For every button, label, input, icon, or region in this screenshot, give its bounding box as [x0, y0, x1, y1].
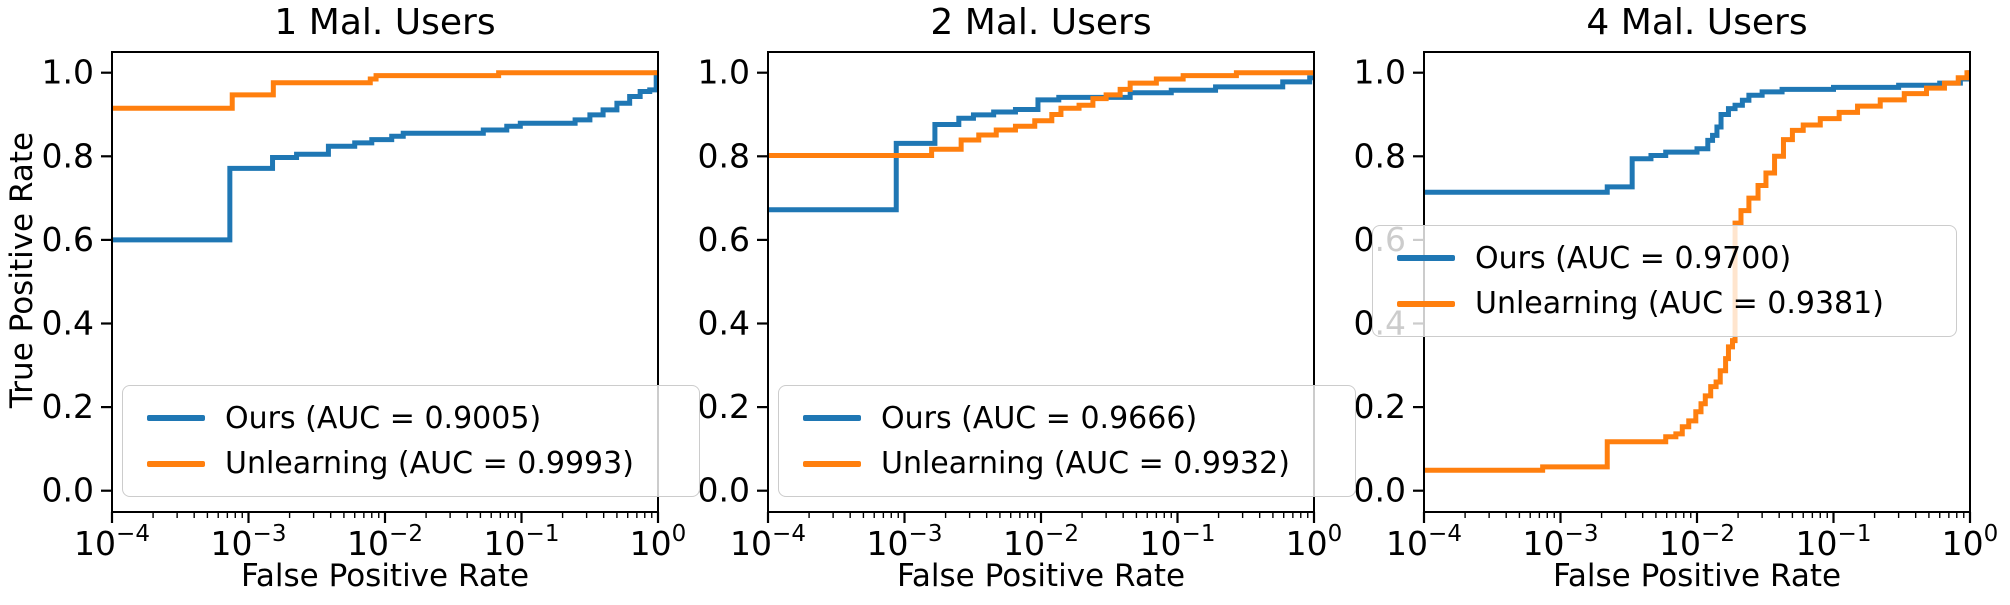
y-tick-label: 0.0 — [698, 471, 750, 510]
roc-curve-ours — [768, 75, 1314, 213]
legend-item-ours: Ours (AUC = 0.9666) — [789, 401, 1345, 436]
panel-2: 10−4 10−3 10−2 10−1 100 0.0 0.2 0.4 0.6 0.8 1.0 — [698, 51, 1343, 563]
yaxis-label: True Positive Rate — [4, 131, 40, 409]
legend-item-ours: Ours (AUC = 0.9700) — [1383, 241, 1946, 276]
x-tick-label: 10−4 — [730, 521, 806, 563]
legend-item-unlearning: Unlearning (AUC = 0.9381) — [1383, 286, 1946, 321]
y-tick-label: 0.2 — [698, 387, 750, 426]
roc-curve-ours — [1424, 70, 1970, 195]
panel-1-title: 1 Mal. Users — [274, 2, 496, 43]
roc-curve-unlearning — [1424, 70, 1970, 473]
y-tick-label: 0.8 — [698, 136, 750, 175]
y-tick-label: 1.0 — [42, 53, 94, 92]
x-tick-label: 100 — [1942, 521, 1999, 563]
y-tick-label: 0.0 — [42, 471, 94, 510]
x-tick-label: 10−1 — [1796, 521, 1872, 563]
legend-label: Unlearning (AUC = 0.9381) — [1475, 286, 1884, 322]
unlearning-line-swatch — [147, 460, 205, 467]
panel-2-xaxis-label: False Positive Rate — [896, 558, 1186, 594]
legend-label: Ours (AUC = 0.9005) — [225, 400, 542, 436]
panel-1-legend: Ours (AUC = 0.9005) Unlearning (AUC = 0.… — [122, 385, 700, 497]
panel-2-legend: Ours (AUC = 0.9666) Unlearning (AUC = 0.… — [778, 385, 1356, 497]
panel-1: 10−4 10−3 10−2 10−1 100 0.0 0.2 0.4 0.6 0.8 1.0 — [42, 51, 687, 563]
legend-item-unlearning: Unlearning (AUC = 0.9932) — [789, 446, 1345, 481]
x-tick-label: 10−3 — [1523, 521, 1599, 563]
unlearning-line-swatch — [803, 460, 861, 467]
x-tick-label: 10−1 — [1140, 521, 1216, 563]
y-tick-label: 0.8 — [42, 136, 94, 175]
ours-line-swatch — [803, 415, 861, 422]
y-tick-label: 0.6 — [42, 220, 94, 259]
y-tick-label: 0.4 — [698, 304, 750, 343]
y-tick-label: 0.6 — [698, 220, 750, 259]
x-tick-label: 100 — [630, 521, 687, 563]
legend-label: Unlearning (AUC = 0.9932) — [881, 446, 1290, 482]
ours-line-swatch — [147, 415, 205, 422]
legend-label: Unlearning (AUC = 0.9993) — [225, 446, 634, 482]
legend-item-unlearning: Unlearning (AUC = 0.9993) — [133, 446, 689, 481]
panel-3-xaxis-label: False Positive Rate — [1552, 558, 1842, 594]
y-tick-label: 1.0 — [1354, 53, 1406, 92]
roc-curve-unlearning — [112, 70, 658, 111]
panel-3-legend: Ours (AUC = 0.9700) Unlearning (AUC = 0.… — [1372, 225, 1957, 337]
panel-2-title: 2 Mal. Users — [930, 2, 1152, 43]
legend-label: Ours (AUC = 0.9666) — [881, 400, 1198, 436]
x-tick-label: 10−2 — [1003, 521, 1079, 563]
x-tick-label: 10−3 — [211, 521, 287, 563]
x-tick-label: 10−2 — [347, 521, 423, 563]
y-tick-label: 0.2 — [1354, 387, 1406, 426]
x-tick-label: 10−4 — [74, 521, 150, 563]
ours-line-swatch — [1397, 255, 1455, 262]
legend-label: Ours (AUC = 0.9700) — [1475, 240, 1792, 276]
roc-curve-ours — [112, 70, 658, 243]
y-tick-label: 0.0 — [1354, 471, 1406, 510]
panel-1-xaxis-label: False Positive Rate — [240, 558, 530, 594]
x-tick-label: 10−1 — [484, 521, 560, 563]
x-tick-label: 10−3 — [867, 521, 943, 563]
y-tick-label: 0.4 — [42, 304, 94, 343]
y-tick-label: 1.0 — [698, 53, 750, 92]
x-tick-label: 10−4 — [1386, 521, 1462, 563]
roc-curve-unlearning — [768, 70, 1314, 158]
legend-item-ours: Ours (AUC = 0.9005) — [133, 401, 689, 436]
x-tick-label: 100 — [1286, 521, 1343, 563]
y-tick-label: 0.2 — [42, 387, 94, 426]
unlearning-line-swatch — [1397, 300, 1455, 307]
x-tick-label: 10−2 — [1659, 521, 1735, 563]
y-tick-label: 0.8 — [1354, 136, 1406, 175]
panel-3-title: 4 Mal. Users — [1586, 2, 1808, 43]
